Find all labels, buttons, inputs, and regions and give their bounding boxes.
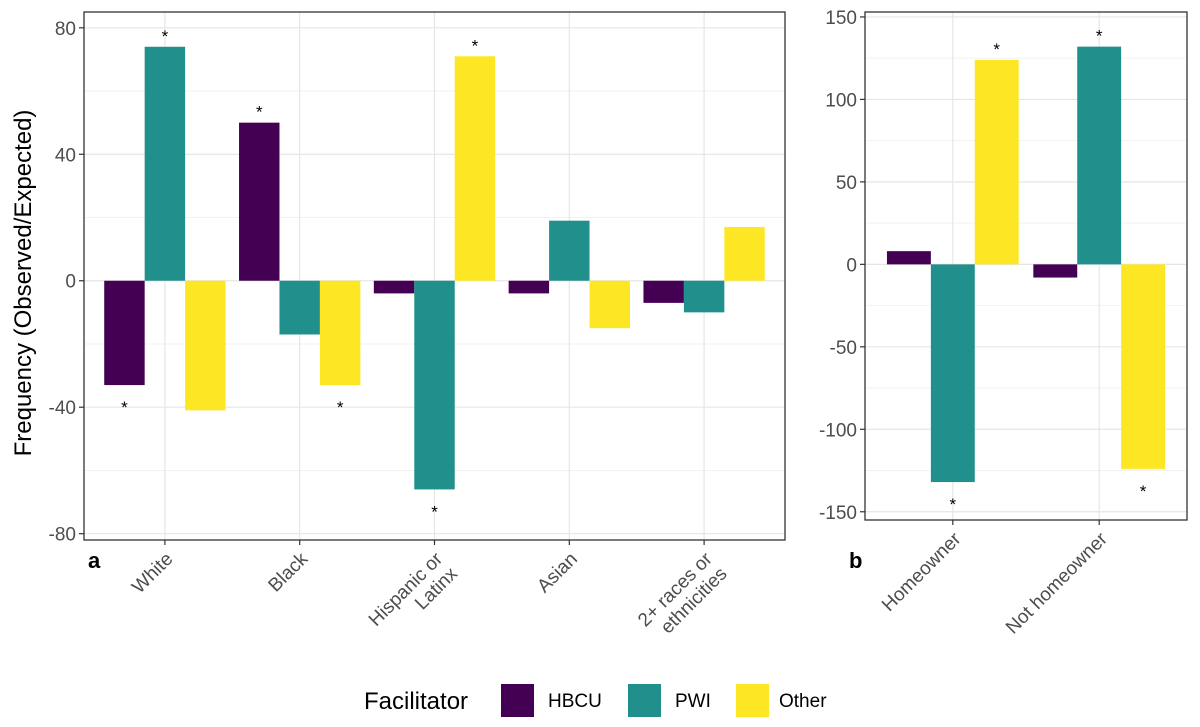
bar-b-hbcu-0: [886, 251, 931, 265]
y-tick-label: 0: [65, 272, 76, 293]
legend-key-hbcu: [501, 684, 534, 717]
significance-marker: *: [256, 103, 263, 122]
bar-a-pwi-3: [549, 220, 590, 281]
panel-b: * * * * -150 -100 -50 0 50 100 150 Homeowner Not hom…: [819, 8, 1188, 638]
legend-label-other: Other: [779, 691, 827, 712]
y-axis-label: Frequency (Observed/Expected): [10, 110, 37, 457]
bar-a-pwi-2: [414, 280, 455, 490]
bar-b-hbcu-1: [1033, 264, 1078, 278]
bar-b-other-0: [974, 59, 1019, 265]
bar-a-other-4: [724, 226, 765, 281]
bar-b-pwi-1: [1077, 46, 1122, 265]
significance-marker: *: [337, 398, 344, 417]
y-tick-label: -80: [49, 525, 76, 546]
y-tick-label: 50: [836, 173, 857, 194]
significance-marker: *: [472, 36, 479, 55]
bar-a-hbcu-3: [508, 280, 550, 294]
legend-key-pwi: [628, 684, 661, 717]
panel-tag: a: [88, 548, 101, 573]
panel-tag: b: [849, 548, 862, 573]
x-tick-label: Asian: [533, 549, 581, 597]
bar-a-hbcu-4: [643, 280, 684, 303]
x-tick-label: Hispanic orLatinx: [365, 548, 462, 645]
x-tick-label: White: [128, 549, 177, 598]
bar-a-other-0: [185, 280, 226, 411]
y-tick-label: -40: [49, 398, 76, 419]
bar-a-hbcu-0: [104, 280, 145, 386]
bar-a-hbcu-2: [373, 280, 415, 294]
bar-b-pwi-0: [930, 264, 975, 483]
bar-a-pwi-0: [144, 46, 186, 281]
legend-key-other: [736, 684, 769, 717]
legend-label-hbcu: HBCU: [548, 691, 602, 712]
bar-a-pwi-1: [279, 280, 320, 335]
panel-border: [864, 11, 1188, 521]
bar-a-hbcu-1: [239, 122, 280, 281]
significance-marker: *: [162, 27, 169, 46]
y-tick-label: -100: [819, 420, 857, 441]
bar-b-other-1: [1121, 264, 1166, 469]
significance-marker: *: [1096, 27, 1103, 46]
significance-marker: *: [121, 398, 128, 417]
y-tick-label: -50: [830, 338, 857, 359]
bar-a-other-3: [589, 280, 630, 329]
x-tick-label: 2+ races orethnicities: [634, 548, 732, 646]
bar-a-pwi-4: [683, 280, 725, 313]
y-tick-label: 80: [55, 19, 76, 40]
legend: Facilitator HBCU PWI Other: [364, 684, 827, 717]
panel-a: * * * * * * -80 -40 0 40 80 White Black Hispanic orLa…: [49, 11, 786, 646]
y-tick-label: 40: [55, 145, 76, 166]
significance-marker: *: [993, 40, 1000, 59]
x-tick-label: Black: [265, 548, 313, 596]
y-tick-label: -150: [819, 503, 857, 524]
significance-marker: *: [1140, 482, 1147, 501]
legend-title: Facilitator: [364, 688, 468, 715]
significance-marker: *: [950, 495, 957, 514]
x-tick-label: Not homeowner: [1002, 528, 1112, 638]
y-tick-label: 0: [846, 255, 857, 276]
bar-a-other-2: [454, 56, 496, 281]
y-tick-label: 150: [825, 8, 857, 29]
bar-a-other-1: [319, 280, 361, 386]
x-tick-label: Homeowner: [878, 528, 966, 616]
significance-marker: *: [431, 502, 438, 521]
legend-label-pwi: PWI: [675, 691, 711, 712]
y-tick-label: 100: [825, 90, 857, 111]
